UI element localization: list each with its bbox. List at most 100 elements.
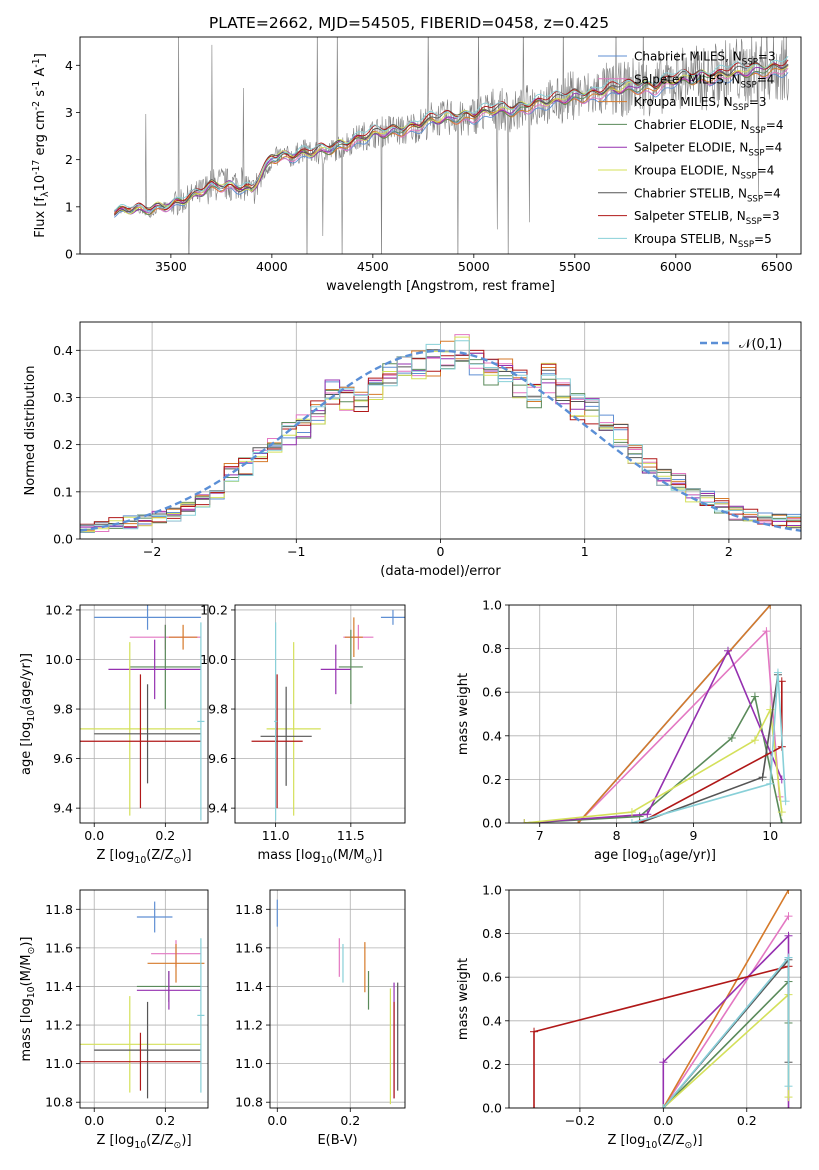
x-tick-label: −0.2 [565,1113,595,1128]
label-fragment: 11.6 [45,940,73,955]
mass-vs-age-plot-area [235,605,405,823]
label-fragment: Kroupa ELODIE, N [634,164,741,178]
error-bar-point [80,1032,201,1091]
x-tick-label: 4000 [256,259,288,274]
label-fragment: 0.2 [482,772,502,787]
label-fragment: ⊙ [174,1140,182,1151]
label-fragment: -1 [31,81,42,90]
x-tick-label: 8 [613,828,621,843]
y-tick-label: 11.2 [235,1018,263,1033]
x-tick-label: 11.5 [337,828,365,843]
label-fragment: 9.4 [208,801,228,816]
y-tick-label: 0.2 [482,772,502,787]
x-tick-label: 0.2 [155,1113,175,1128]
figure-title: PLATE=2662, MJD=54505, FIBERID=0458, z=0… [209,14,609,32]
mass-weight-line [639,681,783,823]
x-tick-label: 3500 [155,259,187,274]
label-fragment: ⊙ [364,855,372,866]
y-axis-label: mass weight [456,673,471,755]
z-vs-mass-frame [79,889,209,1109]
label-fragment: =3 [758,50,776,64]
x-axis-label: Z [log10(Z/Z⊙)] [96,848,191,866]
error-bar-point [147,944,205,983]
label-fragment: −0.2 [565,1113,595,1128]
y-tick-label: 9.6 [208,751,228,766]
x-tick-label: 0.2 [340,1113,360,1128]
y-tick-label: 11.4 [235,979,263,994]
label-fragment: A [33,68,48,81]
label-fragment: 6500 [761,259,793,274]
legend-entry-label: Kroupa STELIB, NSSP=5 [634,232,772,250]
ebv-vs-mass-panel: 0.0 0.2 10.8 11.0 11.2 11.4 11.6 11.8 E(B-V) [235,889,406,1148]
z-vs-age-frame [79,604,209,824]
z-vs-mass-panel: 0.0 0.210.811.011.211.411.611.8Z [log10(Z… [19,889,209,1151]
mass-weight-line [662,933,790,1108]
x-tick-label: 4500 [357,259,389,274]
y-tick-label: 11.6 [235,940,263,955]
x-tick-label: 0.0 [84,1113,104,1128]
label-fragment: (age/yr)] [19,653,34,710]
legend-entry-label: Salpeter MILES, NSSP=4 [634,72,774,90]
label-fragment: (data-model)/error [380,564,501,579]
x-axis-label: (data-model)/error [380,564,501,579]
label-fragment: Chabrier MILES, N [634,50,742,64]
label-fragment: age [log [594,848,647,863]
x-axis-label: Z [log10(Z/Z⊙)] [96,1133,191,1151]
model-spectrum-line [114,61,789,216]
y-tick-label: 0.3 [53,390,73,405]
y-tick-label: 0.0 [482,1101,502,1116]
label-fragment: 3500 [155,259,187,274]
residuals-plot-area [80,322,801,539]
label-fragment: 0.0 [267,1113,287,1128]
legend-entry-label: Salpeter ELODIE, NSSP=4 [634,141,782,159]
label-fragment: -17 [31,160,42,175]
y-tick-label: 11.4 [45,979,73,994]
label-fragment: 1 [581,544,589,559]
label-fragment: 0.6 [482,685,502,700]
label-fragment: (Z/Z [146,1133,173,1148]
label-fragment: Salpeter ELODIE, N [634,141,748,155]
label-fragment: =4 [763,186,781,200]
weight-vs-z-panel: −0.2 0.0 0.2 0.0 0.2 0.4 0.6 0.8 1.0 Z [log10(Z/Z… [456,883,802,1151]
mass-weight-line [533,965,789,1108]
error-bar-point [108,639,201,700]
label-fragment: 1 [65,199,73,214]
label-fragment: (Z/Z [146,848,173,863]
label-fragment: 4500 [357,259,389,274]
label-fragment: Salpeter STELIB, N [634,209,746,223]
weight-vs-z-plot-area [509,890,801,1108]
x-tick-label: −2 [143,544,161,559]
label-fragment: 0.2 [53,437,73,452]
legend-entry-label: Kroupa MILES, NSSP=3 [634,95,767,113]
label-fragment: 10 [33,175,48,192]
label-fragment: 5500 [559,259,591,274]
label-fragment: =4 [757,72,775,86]
y-tick-label: 0.0 [53,532,73,547]
y-tick-label: 9.4 [53,801,73,816]
label-fragment: 2 [65,152,73,167]
y-tick-label: 0.8 [482,641,502,656]
y-tick-label: 2 [65,152,73,167]
label-fragment: Z [log [96,848,134,863]
label-fragment: 0.4 [482,728,502,743]
error-bar-point [251,674,303,809]
label-fragment: 10.2 [200,602,228,617]
label-fragment: 9.6 [208,751,228,766]
label-fragment: SSP [742,58,758,68]
y-tick-label: 10.8 [45,1095,73,1110]
legend-entry-label: Salpeter STELIB, NSSP=3 [634,209,780,227]
x-tick-label: 0.0 [84,828,104,843]
label-fragment: 10.0 [45,652,73,667]
label-fragment: =3 [762,209,780,223]
label-fragment: 0.2 [340,1113,360,1128]
label-fragment: ⊙ [174,855,182,866]
label-fragment: -2 [31,101,42,110]
label-fragment: ] [33,53,48,58]
y-tick-label: 1.0 [482,598,502,613]
y-tick-label: 11.0 [45,1056,73,1071]
label-fragment: SSP [738,240,754,250]
model-spectrum-line [113,59,789,215]
label-fragment: SSP [741,172,757,182]
y-axis-label: mass weight [456,958,471,1040]
label-fragment: E(B-V) [317,1133,357,1148]
